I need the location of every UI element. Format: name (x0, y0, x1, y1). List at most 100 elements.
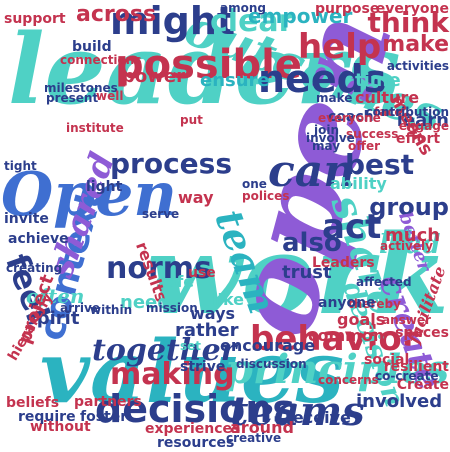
cloud-word-10: principles (224, 346, 449, 393)
cloud-word-109: answer (382, 313, 431, 327)
cloud-word-80: light (86, 179, 123, 195)
cloud-word-110: use (188, 265, 216, 281)
cloud-word-39: time (355, 70, 401, 91)
cloud-word-43: purpose (315, 1, 380, 17)
cloud-word-70: foster (80, 409, 128, 425)
cloud-word-92: milestones (44, 81, 118, 95)
cloud-word-106: concerns (318, 373, 379, 387)
cloud-word-62: encourage (220, 336, 316, 355)
cloud-word-68: around (230, 418, 294, 437)
cloud-word-52: safe (156, 272, 195, 291)
cloud-word-76: resilient (383, 359, 449, 375)
cloud-word-51: trust (282, 262, 332, 283)
cloud-word-4: Open (1, 160, 178, 230)
cloud-word-44: everyone (375, 1, 449, 17)
cloud-word-78: much (385, 225, 441, 246)
cloud-word-37: power (122, 66, 185, 87)
cloud-word-66: experiences (145, 421, 241, 437)
cloud-word-122: engage (398, 119, 449, 133)
cloud-word-0: leaders (8, 13, 401, 126)
cloud-word-60: like (212, 290, 245, 309)
cloud-word-21: norms (106, 251, 212, 286)
cloud-word-113: institute (66, 121, 124, 135)
cloud-word-74: require (18, 409, 76, 425)
cloud-word-34: across (76, 2, 157, 27)
cloud-word-17: help (298, 27, 382, 67)
cloud-word-103: thereby (348, 297, 401, 311)
cloud-word-114: contribution (365, 105, 449, 119)
cloud-word-30: lead (379, 230, 441, 260)
cloud-word-41: learn (396, 110, 449, 131)
cloud-word-3: values (40, 322, 345, 423)
cloud-word-89: discussion (236, 357, 307, 371)
cloud-word-67: resources (157, 435, 235, 451)
cloud-word-65: receive (285, 408, 351, 427)
cloud-word-48: connections (60, 53, 142, 67)
cloud-word-47: build (72, 39, 112, 55)
cloud-word-108: anyone (318, 295, 376, 311)
cloud-word-12: making (110, 357, 235, 392)
cloud-word-107: strive (180, 359, 226, 375)
cloud-word-15: might (110, 0, 236, 43)
cloud-word-24: clear (210, 4, 294, 39)
cloud-word-117: mission (146, 301, 198, 315)
cloud-word-55: spirit (26, 308, 80, 329)
cloud-word-91: present (46, 91, 99, 105)
cloud-word-49: ability (330, 174, 387, 193)
cloud-word-86: coach (328, 109, 374, 125)
cloud-word-118: arrive (60, 301, 101, 315)
cloud-word-72: partners (74, 394, 142, 410)
cloud-word-5: can (268, 146, 356, 197)
cloud-word-20: act (322, 207, 382, 247)
cloud-word-9: teams (230, 388, 365, 435)
cloud-word-54: often (26, 284, 85, 308)
cloud-word-22: process (110, 147, 233, 180)
cloud-word-112: involve (306, 131, 355, 145)
cloud-word-38: ensure (200, 70, 270, 91)
cloud-word-8: decisions (95, 387, 295, 431)
cloud-word-26: make (382, 32, 449, 57)
cloud-word-90: effort (396, 131, 441, 147)
cloud-word-46: activities (386, 59, 449, 73)
cloud-word-99: put (180, 113, 203, 127)
cloud-word-121: within (90, 303, 133, 317)
cloud-word-119: make (316, 91, 353, 105)
cloud-word-115: serve (142, 207, 180, 221)
cloud-word-16: needs (258, 57, 387, 101)
cloud-word-79: way (178, 188, 214, 207)
cloud-word-94: Create (396, 377, 449, 393)
cloud-word-7: possible (115, 42, 302, 88)
cloud-word-59: rather (175, 320, 239, 341)
cloud-word-85: success (346, 127, 399, 141)
cloud-word-84: tight (4, 159, 37, 173)
cloud-word-81: invite (4, 211, 49, 227)
cloud-word-64: involved (356, 391, 443, 412)
cloud-word-73: beliefs (6, 395, 60, 411)
cloud-word-98: face (374, 105, 403, 119)
cloud-word-120: everyone (318, 111, 381, 125)
cloud-word-101: one (242, 177, 267, 191)
cloud-word-88: join (314, 123, 340, 137)
cloud-word-28: also (282, 228, 342, 258)
cloud-word-13: together (92, 333, 237, 368)
cloud-word-105: actively (380, 239, 433, 253)
cloud-word-25: think (367, 6, 449, 39)
cloud-word-95: co-create (375, 369, 439, 383)
cloud-word-77: social (364, 352, 410, 368)
cloud-word-82: achieve (8, 231, 69, 247)
cloud-word-116: Leaders (312, 255, 375, 271)
cloud-word-36: support (4, 11, 66, 27)
cloud-word-45: among (220, 1, 266, 15)
cloud-word-69: without (30, 419, 91, 435)
cloud-word-83: creating (6, 261, 63, 275)
cloud-word-57: need (120, 292, 171, 313)
cloud-word-29: group (369, 193, 449, 221)
cloud-word-104: affected (356, 275, 412, 289)
cloud-word-97: well (96, 89, 124, 103)
cloud-word-111: set (180, 339, 202, 353)
cloud-word-35: empower (248, 4, 353, 28)
cloud-word-27: best (345, 148, 415, 181)
cloud-word-11: behavior (250, 319, 419, 359)
cloud-word-93: spaces (395, 325, 449, 341)
